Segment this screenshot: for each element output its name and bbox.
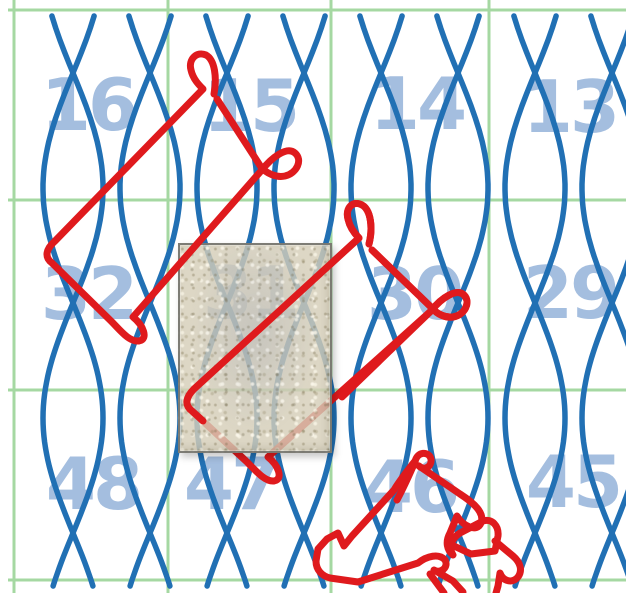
stamp-outline-over bbox=[183, 200, 471, 425]
stamp-outline-over bbox=[393, 449, 524, 593]
stamp-outline-over bbox=[312, 457, 467, 593]
watermark-wave bbox=[425, 13, 491, 589]
watermark-wave bbox=[40, 13, 106, 589]
watermark-wave bbox=[579, 29, 626, 589]
cell-number: 16 bbox=[41, 63, 135, 147]
stamp-overlay bbox=[178, 243, 332, 453]
stamp-outline-over bbox=[43, 50, 303, 345]
cell-number: 14 bbox=[370, 62, 464, 146]
watermark-wave bbox=[502, 13, 568, 589]
